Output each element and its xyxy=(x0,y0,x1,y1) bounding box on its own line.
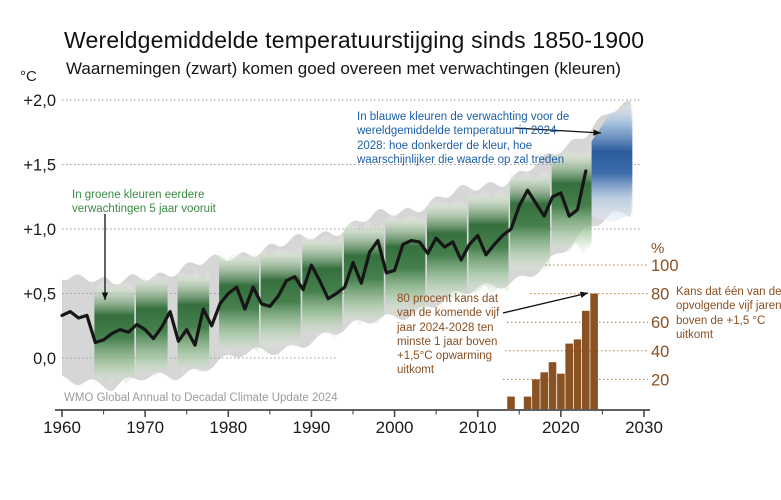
hindcast-band xyxy=(551,147,592,254)
y-right-axis-label: 40 xyxy=(651,343,669,361)
probability-bar xyxy=(582,310,590,409)
annotation-hindcast-green: In groene kleuren eerdere verwachtingen … xyxy=(72,189,216,216)
x-axis-label: 2030 xyxy=(625,418,663,437)
probability-bar xyxy=(523,396,532,409)
arrow-to-80pct-bar xyxy=(502,292,589,314)
probability-bar xyxy=(548,362,557,409)
chart-title: Wereldgemiddelde temperatuurstijging sin… xyxy=(64,27,645,53)
y-left-axis-label: +1,0 xyxy=(23,221,56,239)
y-right-axis-label: 100 xyxy=(651,257,679,275)
probability-bar xyxy=(590,293,598,409)
x-axis-label: 2010 xyxy=(459,418,497,437)
annotation-right-axis: Kans dat één van de opvolgende vijf jare… xyxy=(676,286,781,341)
hindcast-band xyxy=(385,211,426,315)
y-right-axis-label: 80 xyxy=(651,286,669,304)
observations-line xyxy=(60,169,588,347)
forecast-band xyxy=(591,103,633,223)
arrow-to-80pct-bar-head xyxy=(579,291,588,298)
y-right-axis-label: 20 xyxy=(651,371,669,389)
y-left-axis-label: +1,5 xyxy=(23,157,56,175)
x-axis-label: 1970 xyxy=(126,418,164,437)
annotation-probability-brown: 80 procent kans dat van de komende vijf … xyxy=(397,293,500,377)
probability-bar xyxy=(557,373,565,409)
hindcast-band xyxy=(219,249,259,356)
hindcast-band xyxy=(136,272,168,379)
chart-subtitle: Waarnemingen (zwart) komen goed overeen … xyxy=(66,59,621,78)
hindcast-band xyxy=(510,169,550,272)
hindcast-band xyxy=(260,245,301,348)
hindcast-band xyxy=(177,268,210,376)
source-credit: WMO Global Annual to Decadal Climate Upd… xyxy=(64,392,338,404)
hindcast-band xyxy=(468,188,509,295)
probability-bar xyxy=(532,379,540,409)
probability-bar xyxy=(565,343,573,409)
arrow-to-forecast-band-head xyxy=(593,129,601,136)
probability-bar xyxy=(573,339,582,409)
x-axis-label: 1990 xyxy=(293,418,331,437)
y-left-axis-label: 0,0 xyxy=(33,350,56,368)
y-right-axis-label: 60 xyxy=(651,314,669,332)
arrow-to-hindcast-band-head xyxy=(101,292,109,300)
probability-bar xyxy=(540,372,548,410)
x-axis-label: 1980 xyxy=(209,418,247,437)
x-axis-label: 2020 xyxy=(542,418,580,437)
y-axis-unit-percent: % xyxy=(651,240,665,257)
hindcast-band xyxy=(427,197,467,303)
y-left-axis-label: +0,5 xyxy=(23,286,56,304)
y-left-axis-label: +2,0 xyxy=(23,92,56,110)
x-axis-label: 1960 xyxy=(43,418,81,437)
y-axis-unit-celsius: °C xyxy=(20,68,37,85)
x-axis-label: 2000 xyxy=(376,418,414,437)
probability-bar xyxy=(507,396,515,409)
annotation-forecast-blue: In blauwe kleuren de verwachting voor de… xyxy=(357,111,570,166)
arrow-to-forecast-band xyxy=(514,127,602,134)
